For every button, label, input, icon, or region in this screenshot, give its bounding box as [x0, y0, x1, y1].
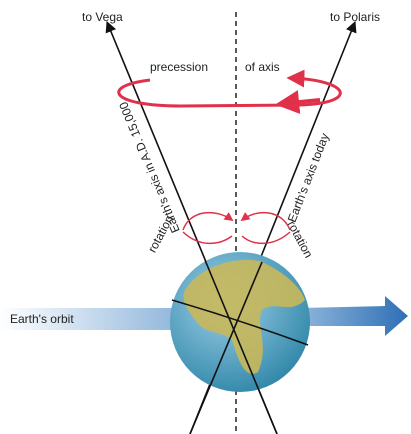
- rotation-label-right: rotation: [285, 218, 316, 260]
- future-axis-through: [204, 259, 278, 434]
- polaris-label: to Polaris: [330, 10, 380, 24]
- future-axis-label: Earth's axis in A.D. 15,000: [116, 100, 183, 235]
- vega-label: to Vega: [82, 10, 123, 24]
- rotation-arc-right: [241, 231, 291, 245]
- of-axis-label: of axis: [245, 60, 280, 74]
- rotation-arrow-right: [240, 211, 291, 231]
- precession-arrow-head: [275, 90, 321, 115]
- rotation-arc-left: [182, 231, 233, 245]
- today-axis-through: [189, 261, 263, 434]
- orbit-label: Earth's orbit: [10, 312, 74, 326]
- precession-label: precession: [150, 60, 208, 74]
- earth: [170, 252, 310, 392]
- orbit-arrow: [300, 296, 408, 336]
- rotation-arrow-left: [182, 211, 234, 231]
- orbit-band: [0, 308, 180, 330]
